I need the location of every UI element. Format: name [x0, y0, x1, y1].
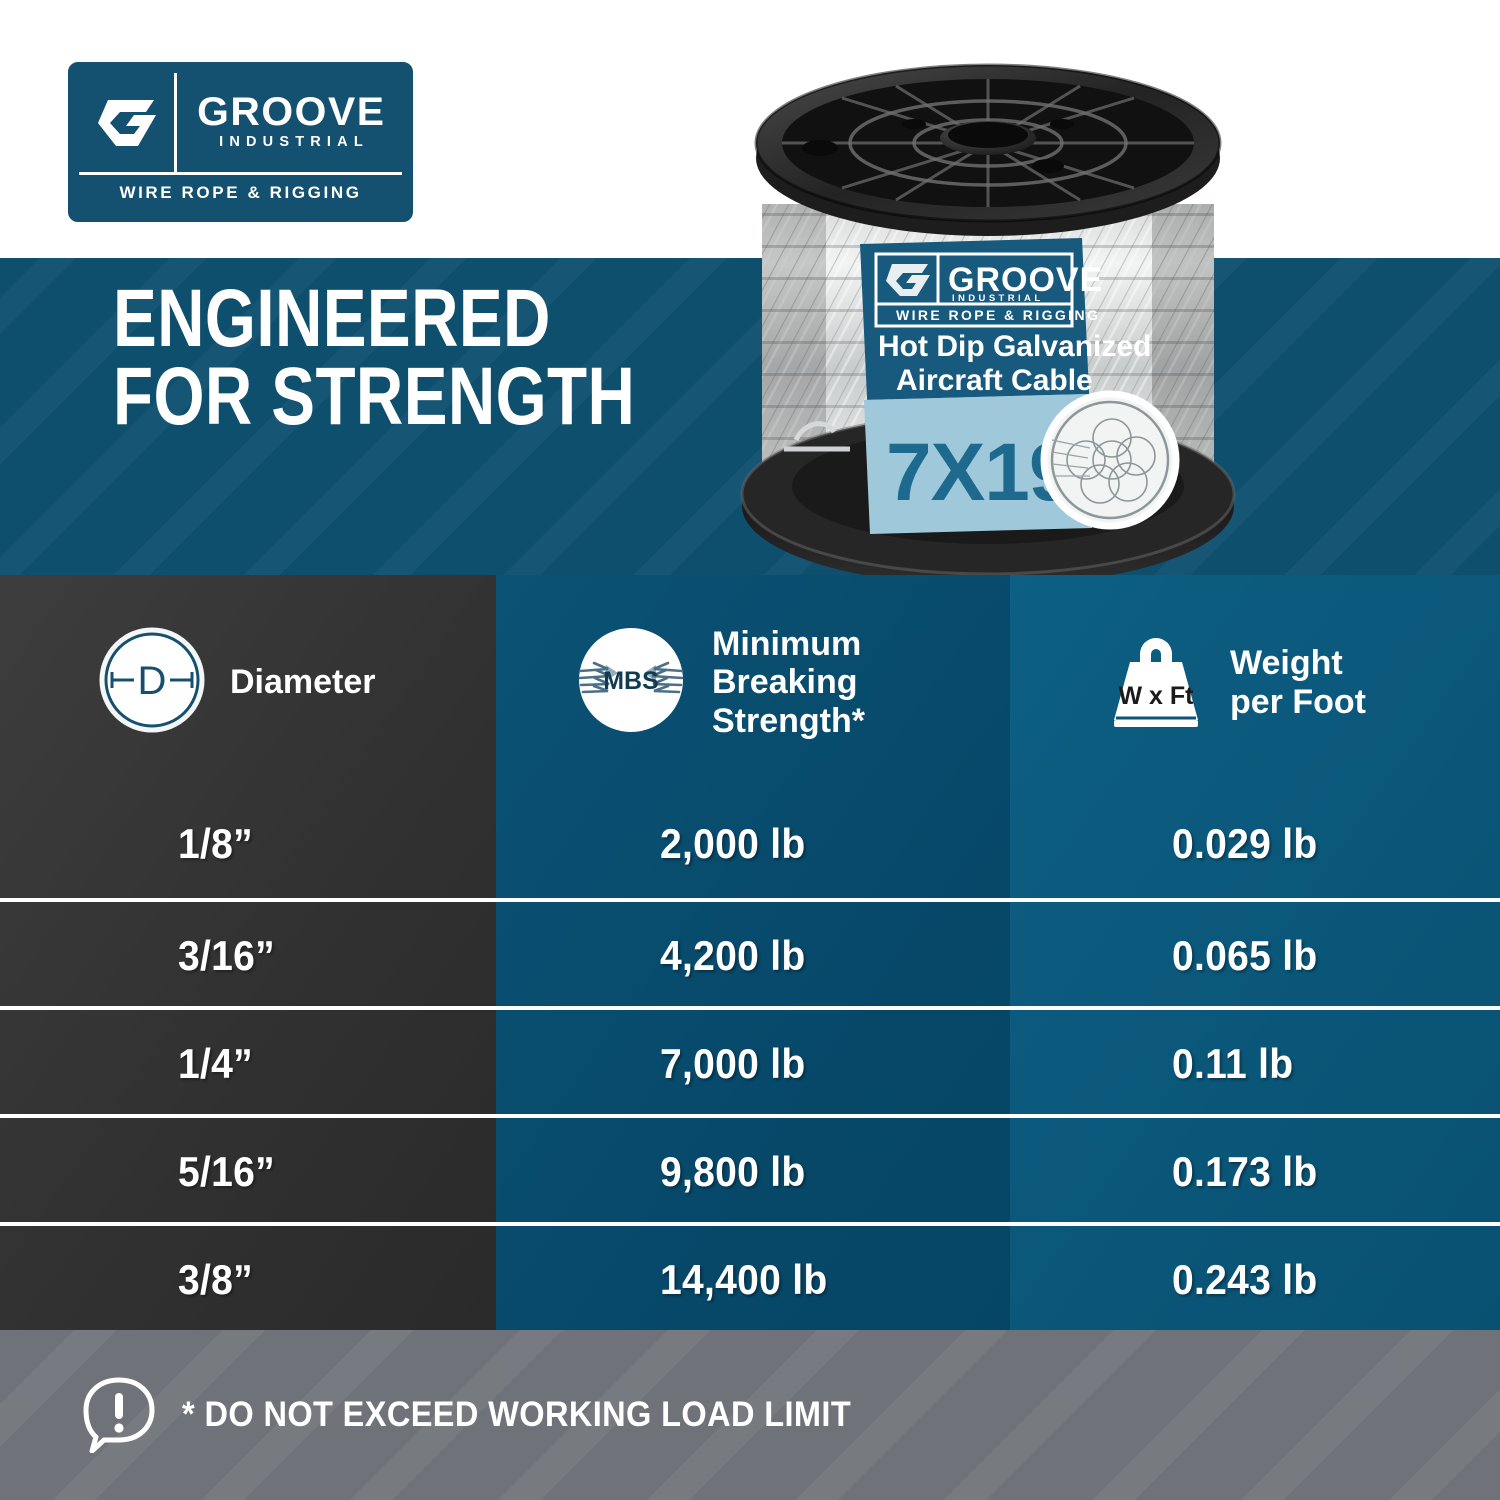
- svg-text:GROOVE: GROOVE: [948, 261, 1103, 299]
- logo-brand-sub: INDUSTRIAL: [219, 134, 369, 150]
- cell-weight: 0.065 lb: [1172, 932, 1318, 979]
- footer-warning-bar: * DO NOT EXCEED WORKING LOAD LIMIT: [0, 1330, 1500, 1500]
- mbs-icon: MBS: [572, 621, 690, 744]
- cell-mbs: 4,200 lb: [660, 932, 806, 979]
- exclamation-bubble-icon: [80, 1373, 158, 1458]
- svg-text:MBS: MBS: [603, 667, 659, 695]
- table-row: 1/8” 2,000 lb 0.029 lb: [0, 790, 1500, 898]
- cell-diameter: 3/16”: [178, 932, 275, 979]
- cell-weight: 0.243 lb: [1172, 1256, 1318, 1303]
- product-photo-spool: GROOVE INDUSTRIAL WIRE ROPE & RIGGING Ho…: [700, 8, 1280, 628]
- svg-text:Aircraft Cable: Aircraft Cable: [896, 364, 1093, 397]
- table-row: 3/16” 4,200 lb 0.065 lb: [0, 898, 1500, 1006]
- cell-diameter: 5/16”: [178, 1148, 275, 1195]
- groove-g-mark-icon: [79, 73, 177, 172]
- svg-text:INDUSTRIAL: INDUSTRIAL: [952, 293, 1044, 304]
- brand-logo: GROOVE INDUSTRIAL WIRE ROPE & RIGGING: [68, 62, 413, 222]
- table-header-mbs-label: Minimum Breaking Strength*: [712, 624, 865, 740]
- cell-diameter: 1/4”: [178, 1040, 253, 1087]
- product-label: GROOVE INDUSTRIAL WIRE ROPE & RIGGING Ho…: [860, 238, 1180, 534]
- cell-mbs: 2,000 lb: [660, 820, 806, 867]
- cell-diameter: 3/8”: [178, 1256, 253, 1303]
- footer-stripe-texture: [0, 1330, 1500, 1500]
- cell-weight: 0.11 lb: [1172, 1040, 1294, 1087]
- spec-table: D Diameter: [0, 575, 1500, 1330]
- svg-text:W x Ft: W x Ft: [1119, 682, 1195, 710]
- table-header-weight-label: Weight per Foot: [1230, 644, 1366, 721]
- cell-mbs: 9,800 lb: [660, 1148, 806, 1195]
- logo-brand-name: GROOVE: [197, 90, 386, 134]
- diameter-icon: D: [96, 624, 208, 741]
- cell-weight: 0.029 lb: [1172, 820, 1318, 867]
- column-weight-bg: [1010, 575, 1500, 1330]
- column-mbs-bg: [496, 575, 1010, 1330]
- svg-text:WIRE ROPE & RIGGING: WIRE ROPE & RIGGING: [896, 307, 1100, 323]
- svg-text:D: D: [138, 659, 167, 703]
- table-body: 1/8” 2,000 lb 0.029 lb 3/16” 4,200 lb 0.…: [0, 790, 1500, 1330]
- table-header-mbs: MBS Minimum Breaking Strength*: [572, 575, 865, 790]
- cell-diameter: 1/8”: [178, 820, 253, 867]
- cell-mbs: 7,000 lb: [660, 1040, 806, 1087]
- table-row: 5/16” 9,800 lb 0.173 lb: [0, 1114, 1500, 1222]
- logo-tagline: WIRE ROPE & RIGGING: [119, 183, 362, 202]
- table-header-diameter-label: Diameter: [230, 663, 376, 702]
- cell-mbs: 14,400 lb: [660, 1256, 828, 1303]
- column-diameter-bg: [0, 575, 496, 1330]
- table-header-row: D Diameter: [0, 575, 1500, 790]
- table-row: 1/4” 7,000 lb 0.11 lb: [0, 1006, 1500, 1114]
- table-header-weight: W x Ft Weight per Foot: [1104, 575, 1366, 790]
- weight-icon: W x Ft: [1104, 624, 1208, 741]
- svg-text:Hot Dip Galvanized: Hot Dip Galvanized: [878, 330, 1151, 363]
- hero-banner: ENGINEERED FOR STRENGTH: [0, 258, 1500, 576]
- footer-warning-text: * DO NOT EXCEED WORKING LOAD LIMIT: [182, 1395, 852, 1434]
- hero-headline: ENGINEERED FOR STRENGTH: [113, 273, 636, 442]
- cell-weight: 0.173 lb: [1172, 1148, 1318, 1195]
- table-header-diameter: D Diameter: [96, 575, 376, 790]
- table-row: 3/8” 14,400 lb 0.243 lb: [0, 1222, 1500, 1330]
